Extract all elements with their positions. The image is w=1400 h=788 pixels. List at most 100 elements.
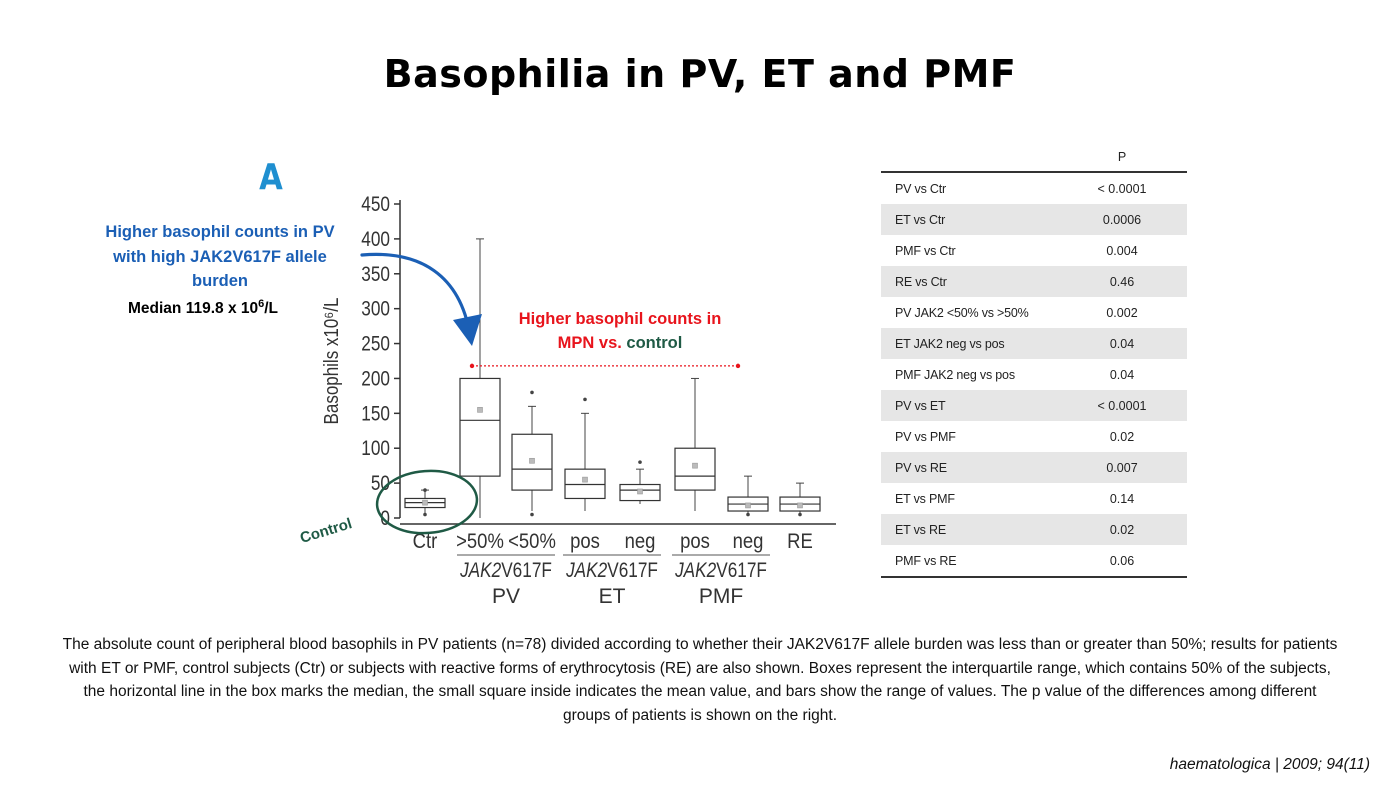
p-table-comparison: PMF JAK2 neg vs pos	[895, 367, 1015, 382]
citation: haematologica | 2009; 94(11)	[1169, 756, 1370, 773]
outlier-point	[530, 390, 534, 395]
p-table-row: ET JAK2 neg vs pos 0.04	[881, 328, 1187, 359]
p-table-row: ET vs Ctr 0.0006	[881, 204, 1187, 235]
gene-italic: JAK2	[674, 560, 716, 583]
group-gene-label: JAK2V617F	[565, 560, 658, 583]
p-table-comparison: ET vs RE	[881, 514, 1057, 545]
p-table-row: PV vs PMF 0.02	[881, 421, 1187, 452]
box-mean	[529, 457, 535, 464]
p-table-value: 0.14	[1109, 491, 1135, 506]
median-prefix: Median 119.8 x 10	[128, 300, 259, 318]
p-table-value: 0.002	[1106, 305, 1138, 320]
boxplot-chart: 0 50 100 150 200 250 300 350 400 450 Basophils x10…	[320, 194, 836, 608]
x-category-label: neg	[733, 530, 764, 553]
y-tick-label: 100	[361, 438, 390, 461]
x-category-label: >50%	[456, 530, 504, 553]
group-gene-label: JAK2V617F	[674, 560, 767, 583]
x-category-label: <50%	[508, 530, 556, 553]
outlier-point	[583, 397, 587, 402]
box-mean	[422, 499, 428, 506]
p-table-comparison: RE vs Ctr	[881, 266, 1057, 297]
p-table-header-p: P	[1057, 143, 1187, 173]
p-table-header-row: P	[881, 143, 1187, 173]
outlier-point	[798, 512, 802, 517]
box-mean	[637, 488, 643, 495]
outlier-point	[530, 512, 534, 517]
p-table-value: 0.004	[1106, 243, 1138, 258]
box-mean	[797, 502, 803, 509]
p-table-comparison: PV vs ET	[881, 390, 1057, 421]
y-tick-label: 350	[361, 263, 390, 286]
p-table-value: 0.02	[1109, 429, 1135, 444]
p-table-value: 0.007	[1057, 452, 1187, 483]
control-circle	[375, 469, 479, 535]
p-table-row: ET vs PMF 0.14	[881, 483, 1187, 514]
p-table-comparison: PV JAK2 <50% vs >50%	[895, 305, 1029, 320]
slide-title: Basophilia in PV, ET and PMF	[383, 52, 1017, 96]
box-mean	[692, 462, 698, 469]
reference-line-end	[735, 363, 741, 369]
group-disease-label: ET	[599, 585, 626, 608]
outlier-point	[423, 488, 427, 492]
p-table-value: 0.46	[1057, 266, 1187, 297]
box-mean	[582, 476, 588, 483]
annotation-red-prefix: MPN vs.	[557, 334, 622, 352]
outlier-point	[423, 512, 427, 517]
p-table-value: 0.06	[1057, 545, 1187, 578]
p-table-row: PV JAK2 <50% vs >50% 0.002	[881, 297, 1187, 328]
box-iqr	[674, 447, 716, 491]
box-iqr	[564, 468, 606, 500]
x-category-label: pos	[680, 530, 710, 553]
group-disease-label: PMF	[699, 585, 743, 608]
gene-variant: V617F	[716, 560, 767, 583]
x-category-label: pos	[570, 530, 600, 553]
annotation-median: Median 119.8 x 106/L	[128, 298, 278, 318]
gene-variant: V617F	[607, 560, 658, 583]
annotation-green-word: control	[626, 334, 683, 352]
p-table-value: 0.0006	[1057, 204, 1187, 235]
y-tick-label: 0	[380, 508, 390, 531]
median-suffix: /L	[264, 300, 279, 318]
box-mean	[745, 502, 751, 509]
group-disease-label: PV	[492, 585, 520, 608]
annotation-mpn-vs-control: Higher basophil counts in MPN vs. contro…	[500, 307, 740, 355]
arrowhead-icon	[453, 314, 482, 346]
p-table-comparison: PMF vs RE	[881, 545, 1057, 578]
group-gene-label: JAK2V617F	[459, 560, 552, 583]
p-table-row: PMF vs RE 0.06	[881, 545, 1187, 578]
p-table-value: 0.04	[1057, 328, 1187, 359]
y-tick-label: 400	[361, 228, 390, 251]
p-table-comparison: PMF vs Ctr	[895, 243, 956, 258]
gene-variant: V617F	[501, 560, 552, 583]
p-table-row: PV vs ET < 0.0001	[881, 390, 1187, 421]
p-table-value: 0.02	[1057, 514, 1187, 545]
x-category-label: neg	[625, 530, 656, 553]
x-category-label: Ctr	[413, 530, 438, 553]
p-table-comparison: PV vs RE	[881, 452, 1057, 483]
p-table-comparison: PV vs PMF	[895, 429, 956, 444]
x-category-label: RE	[787, 530, 813, 553]
outlier-point	[638, 460, 642, 464]
gene-italic: JAK2	[459, 560, 501, 583]
y-tick-label: 450	[361, 194, 390, 217]
p-table-header-blank	[881, 143, 1057, 173]
box-mean	[477, 407, 483, 413]
annotation-red-line1: Higher basophil counts in	[518, 310, 722, 328]
y-tick-label: 200	[361, 368, 390, 391]
median-superscript: 6	[258, 298, 265, 310]
p-table-row: PMF JAK2 neg vs pos 0.04	[881, 359, 1187, 390]
box-iqr	[511, 433, 553, 491]
p-table-row: PV vs RE 0.007	[881, 452, 1187, 483]
p-table-comparison: ET vs Ctr	[881, 204, 1057, 235]
y-tick-label: 300	[361, 298, 390, 321]
panel-letter: A	[259, 157, 283, 198]
outlier-point	[746, 512, 750, 517]
y-tick-label: 250	[361, 333, 390, 356]
reference-line-start	[469, 363, 475, 369]
p-table-value: < 0.0001	[1097, 181, 1147, 196]
p-table-row: ET vs RE 0.02	[881, 514, 1187, 545]
p-value-table: P PV vs Ctr < 0.0001 ET vs Ctr 0.0006 PMF vs…	[881, 143, 1187, 578]
p-table-comparison: PV vs Ctr	[895, 181, 946, 196]
annotation-high-jak2: Higher basophil counts in PV with high J…	[105, 223, 335, 290]
p-table-row: RE vs Ctr 0.46	[881, 266, 1187, 297]
